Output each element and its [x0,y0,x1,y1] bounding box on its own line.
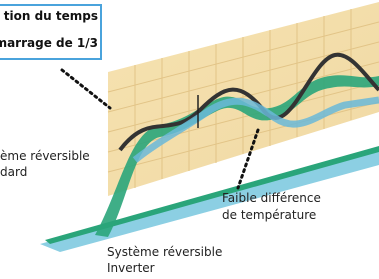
leader-dots [62,70,110,108]
label: de température [222,208,316,222]
label: Faible différence [222,191,321,205]
label: Système réversible [107,245,222,259]
callout-text: marrage de 1/3 [0,36,98,50]
illustration: tion du temps marrage de 1/3 ème réversi… [0,0,379,279]
label: dard [0,165,27,179]
label: Inverter [107,261,155,275]
label: ème réversible [0,149,90,163]
callout-text: tion du temps [4,9,98,23]
